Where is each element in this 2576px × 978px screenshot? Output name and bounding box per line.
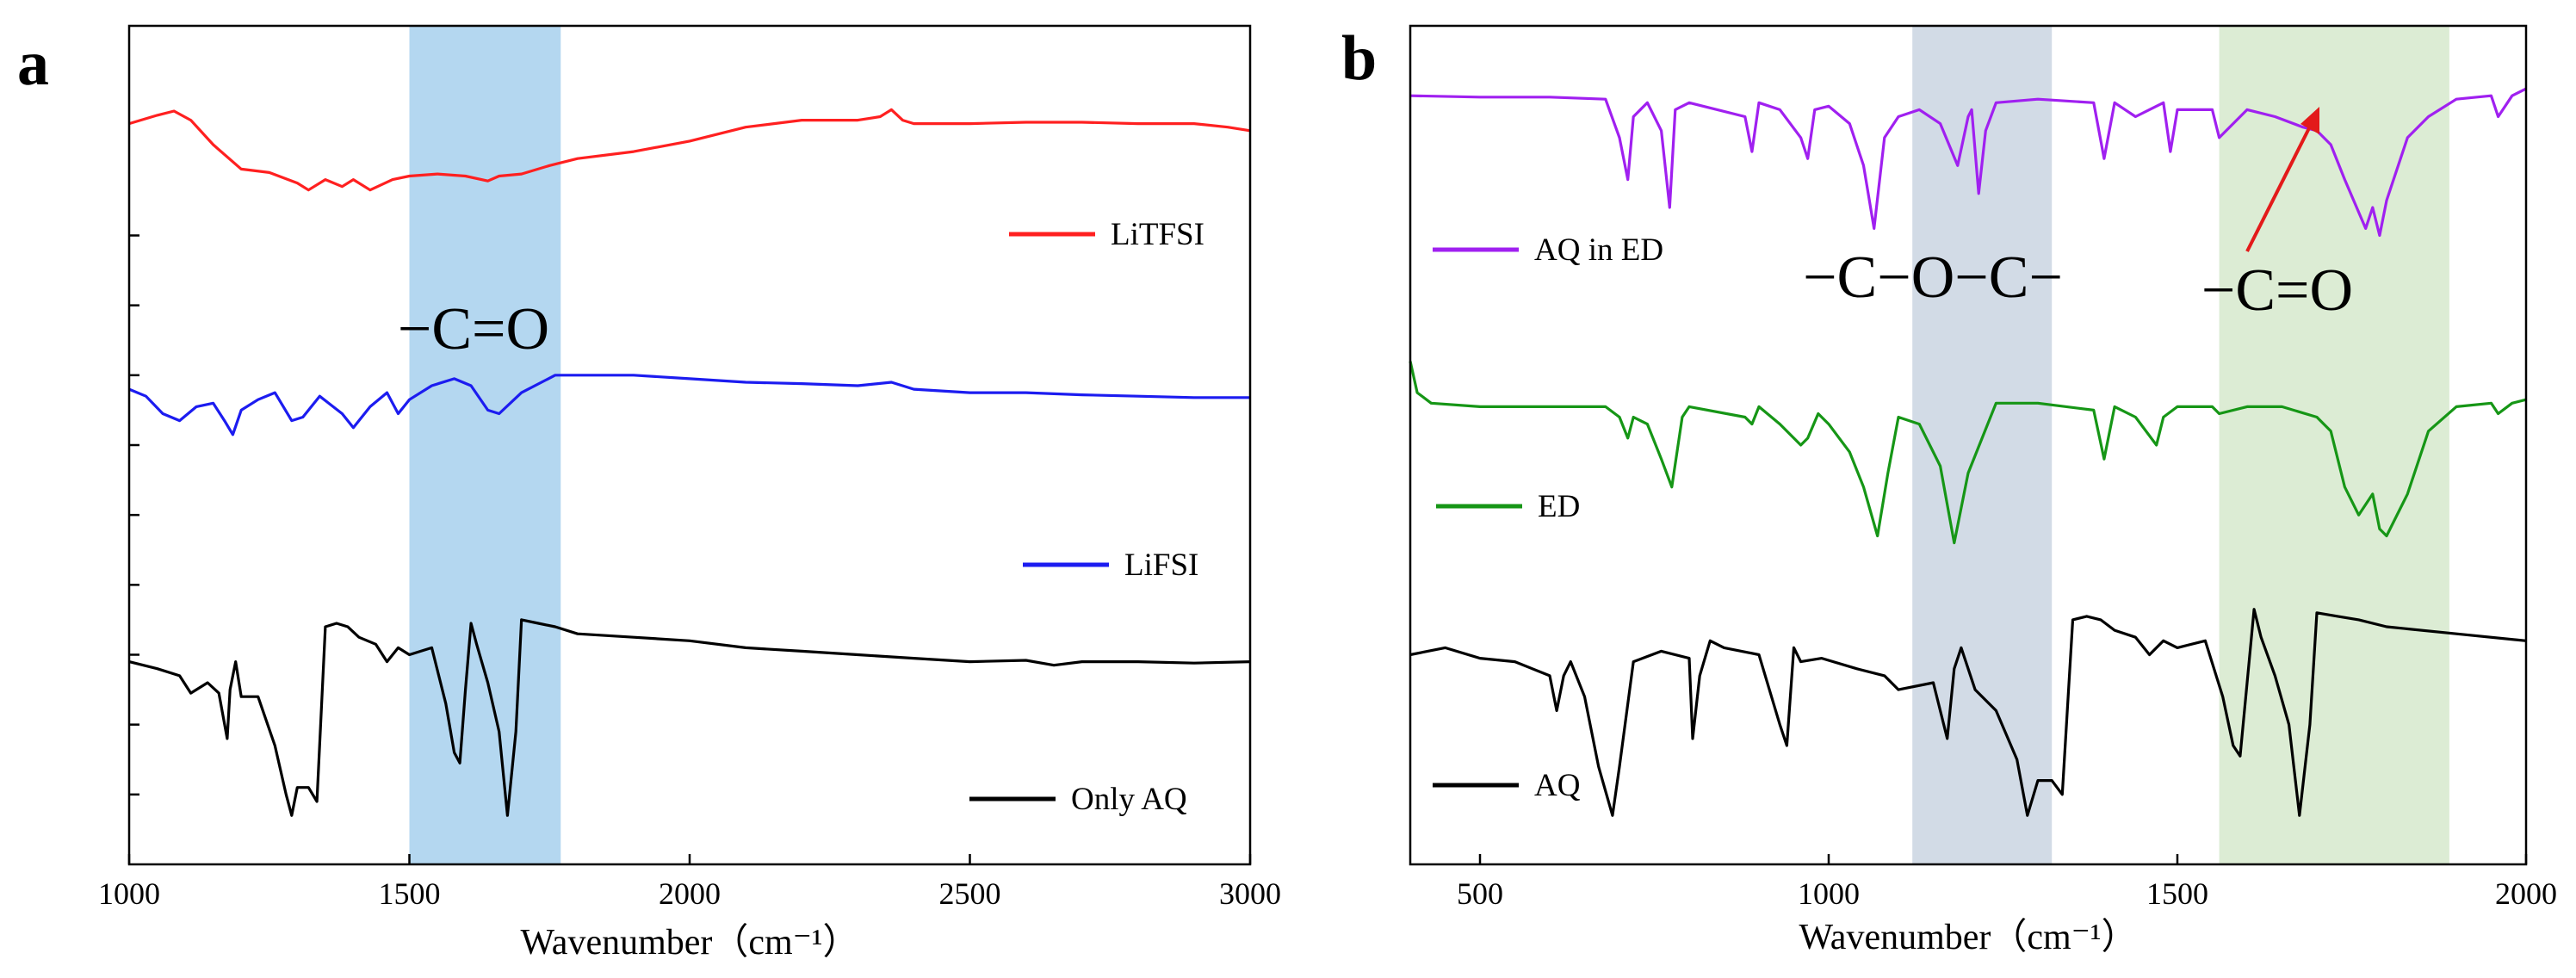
x-tick-label-2000: 2000 — [659, 876, 721, 911]
panel-a-plot-frame — [127, 24, 1252, 866]
panel-b-ether-annotation: −C−O−C− — [1803, 244, 2063, 311]
panel-b-x-axis-label: Wavenumber（cm⁻¹） — [1799, 918, 2138, 957]
series-line-lifsi — [128, 374, 1250, 436]
series-line-only-aq — [128, 618, 1251, 817]
legend-label-only-aq: Only AQ — [1071, 782, 1187, 817]
panel-a-carbonyl-annotation: −C=O — [398, 296, 549, 362]
x-tick-label-3000: 3000 — [1219, 876, 1281, 911]
panel-b: b 500 1000 1500 2000 Wavenumber（cm⁻¹） −C−O−… — [1341, 23, 2557, 957]
x-tick-label-1500: 1500 — [2146, 876, 2208, 911]
carbonyl-arrow-head — [2300, 107, 2319, 134]
panel-b-plot-frame — [1409, 24, 2528, 866]
x-tick-label-2500: 2500 — [939, 876, 1001, 911]
x-tick-label-1500: 1500 — [379, 876, 441, 911]
panel-b-series — [1409, 87, 2527, 817]
legend-label-ed: ED — [1538, 489, 1580, 524]
legend-label-litfsi: LiTFSI — [1111, 217, 1204, 252]
panel-a: a 1000 1500 2000 2500 3000 Wavenumber（cm⁻¹） … — [17, 24, 1281, 963]
series-line-aq — [1409, 608, 2527, 817]
series-line-litfsi — [128, 108, 1251, 192]
legend-label-aq: AQ — [1534, 768, 1581, 803]
panel-a-x-axis-label: Wavenumber（cm⁻¹） — [521, 923, 859, 963]
x-tick-label-1000: 1000 — [98, 876, 160, 911]
panel-a-series — [128, 108, 1251, 817]
panel-b-x-ticks: 500 1000 1500 2000 — [1457, 854, 2557, 911]
panel-b-letter: b — [1341, 23, 1377, 94]
panel-a-letter: a — [17, 28, 49, 99]
panel-a-carbonyl-highlight — [409, 26, 561, 864]
panel-a-y-ticks — [129, 234, 139, 796]
panel-b-carbonyl-annotation: −C=O — [2201, 257, 2353, 324]
carbonyl-arrow — [2245, 117, 2316, 252]
panel-a-x-ticks: 1000 1500 2000 2500 3000 — [98, 854, 1281, 911]
series-line-ed — [1409, 361, 2527, 545]
x-tick-label-2000: 2000 — [2495, 876, 2557, 911]
x-tick-label-1000: 1000 — [1798, 876, 1860, 911]
series-line-aq-in-ed — [1409, 87, 2527, 238]
legend-label-aq-in-ed: AQ in ED — [1534, 232, 1663, 268]
legend-label-lifsi: LiFSI — [1124, 548, 1198, 583]
x-tick-label-500: 500 — [1457, 876, 1503, 911]
